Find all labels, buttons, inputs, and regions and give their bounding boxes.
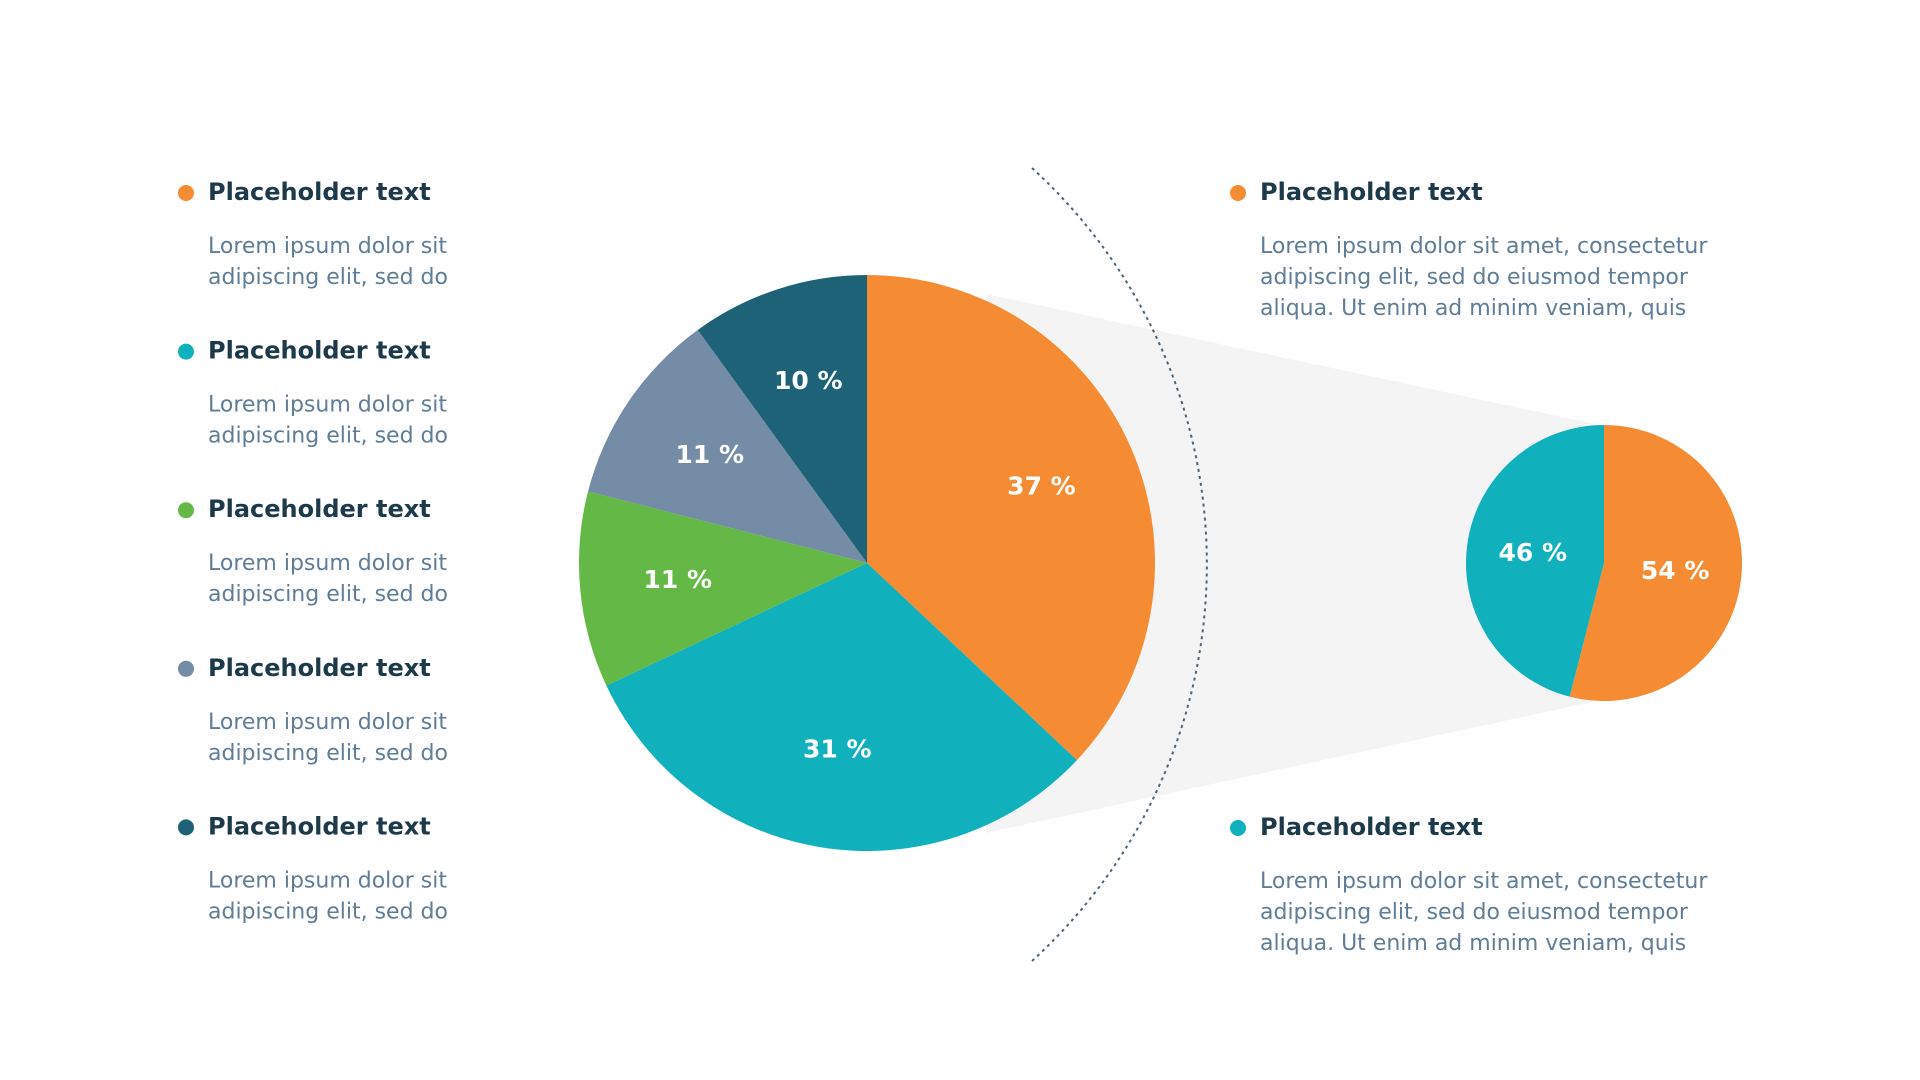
pie-slice: [697, 275, 867, 563]
legend-title: Placeholder text: [1260, 813, 1483, 841]
legend-dot: [1230, 820, 1246, 836]
value-label: 37 %: [1007, 472, 1076, 501]
legend-title: Placeholder text: [1260, 178, 1483, 206]
legend-description: adipiscing elit, sed do: [208, 741, 448, 766]
legend-dot: [1230, 185, 1246, 201]
legend-dot: [178, 502, 194, 519]
pie-slice: [578, 491, 867, 686]
legend-description: adipiscing elit, sed do: [208, 899, 448, 924]
legend-description: Lorem ipsum dolor sit: [208, 868, 447, 893]
legend-description: Lorem ipsum dolor sit: [208, 710, 447, 735]
value-label: 10 %: [774, 366, 843, 395]
legend-description: adipiscing elit, sed do eiusmod tempor: [1260, 900, 1689, 925]
pie-slice: [1465, 425, 1604, 697]
legend-title: Placeholder text: [208, 495, 431, 523]
legend-description: Lorem ipsum dolor sit: [208, 234, 447, 259]
value-label: 31 %: [803, 735, 872, 764]
pie-slice: [1569, 425, 1742, 701]
legend-title: Placeholder text: [208, 812, 431, 840]
zoom-connector: [986, 294, 1604, 833]
legend-dot: [178, 660, 194, 677]
legend-dot: [178, 343, 194, 360]
legend-description: adipiscing elit, sed do: [208, 265, 448, 290]
legend-description: aliqua. Ut enim ad minim veniam, quis: [1260, 296, 1686, 321]
legend-title: Placeholder text: [208, 178, 431, 206]
legend-description: adipiscing elit, sed do: [208, 582, 448, 607]
pie-slice: [606, 563, 1077, 851]
legend-description: Lorem ipsum dolor sit amet, consectetur: [1260, 869, 1708, 894]
value-label: 54 %: [1641, 556, 1710, 585]
pie-slice: [588, 330, 867, 563]
pie-slice: [867, 275, 1155, 761]
value-label: 11 %: [643, 565, 712, 594]
legend-title: Placeholder text: [208, 337, 431, 365]
legend-description: Lorem ipsum dolor sit amet, consectetur: [1260, 234, 1708, 259]
legend-dot: [178, 185, 194, 201]
value-label: 46 %: [1499, 538, 1568, 567]
value-label: 11 %: [676, 440, 745, 469]
legend-description: Lorem ipsum dolor sit: [208, 551, 447, 576]
legend-description: adipiscing elit, sed do eiusmod tempor: [1260, 265, 1689, 290]
legend-description: adipiscing elit, sed do: [208, 424, 448, 449]
legend-description: aliqua. Ut enim ad minim veniam, quis: [1260, 931, 1686, 956]
legend-description: Lorem ipsum dolor sit: [208, 393, 447, 418]
legend-dot: [178, 819, 194, 836]
legend-title: Placeholder text: [208, 654, 431, 682]
